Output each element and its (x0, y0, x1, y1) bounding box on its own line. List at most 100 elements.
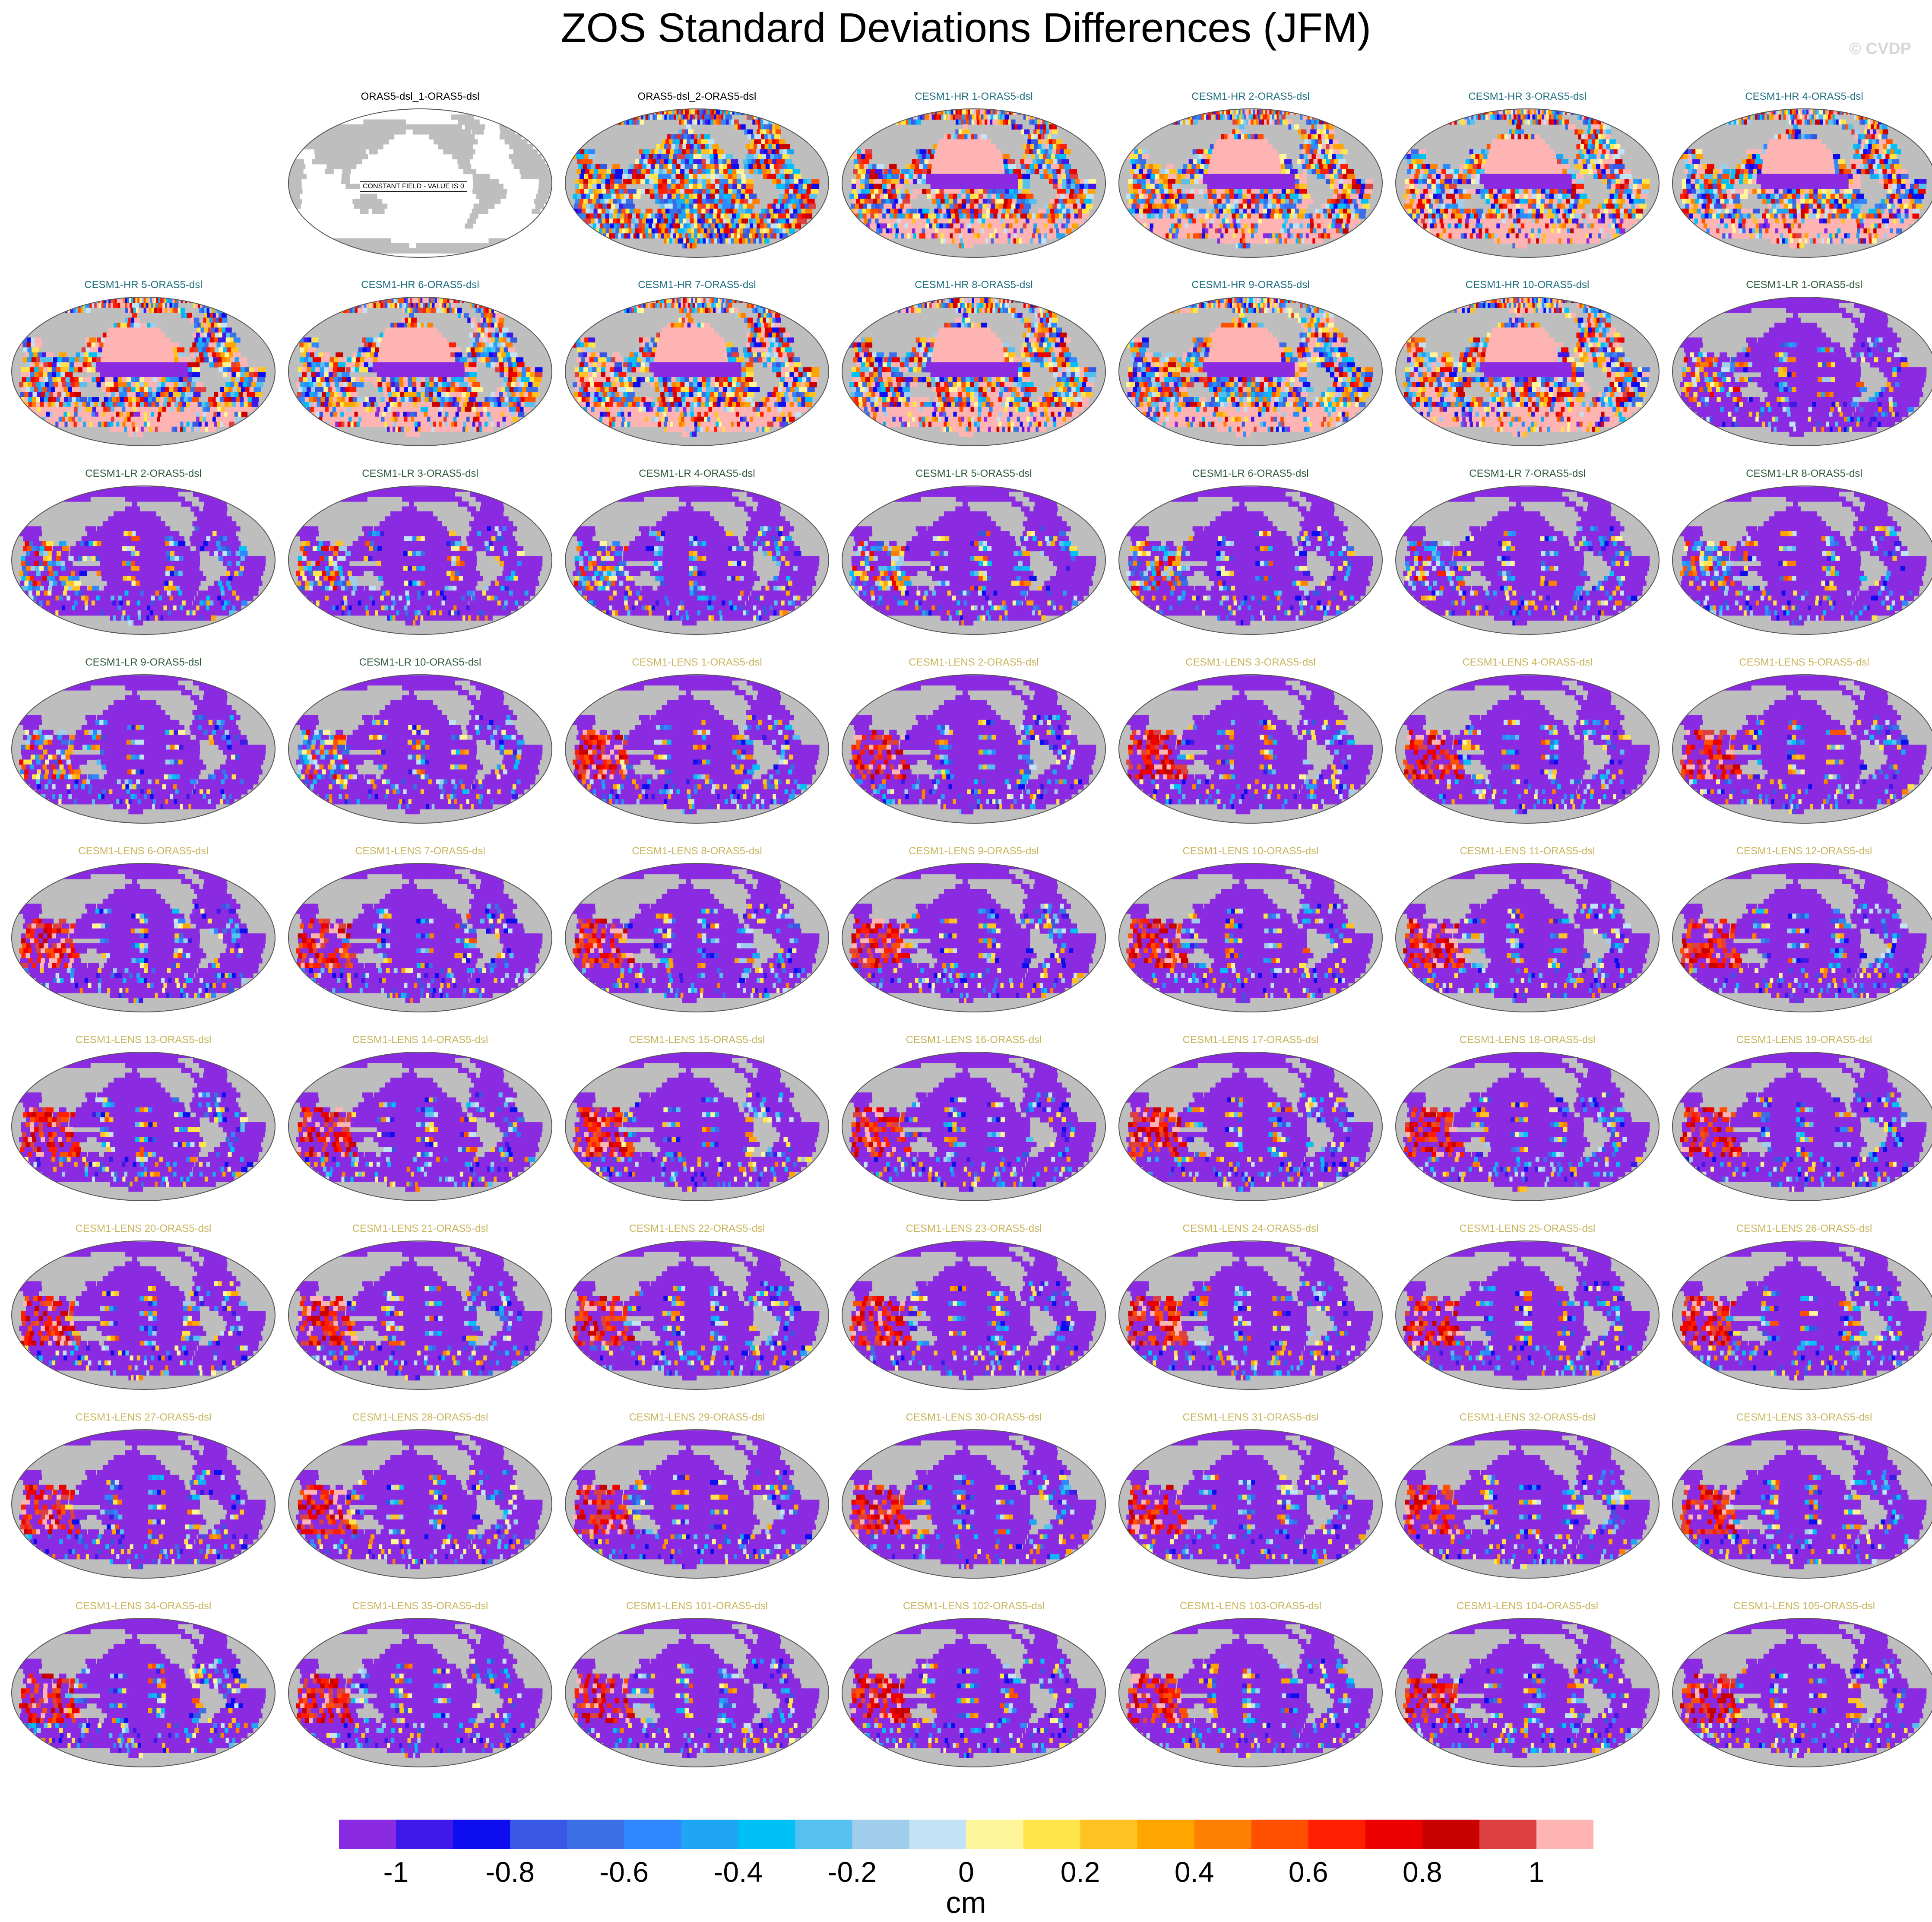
world-map (10, 671, 277, 827)
map-panel: CESM1-LR 5-ORAS5-dsl (840, 468, 1108, 649)
map-panel: CESM1-HR 2-ORAS5-dsl (1117, 91, 1384, 272)
map-panel: CESM1-LR 1-ORAS5-dsl (1670, 279, 1932, 460)
world-map (10, 1615, 277, 1770)
colorbar-swatch (1251, 1820, 1309, 1849)
panel-title: CESM1-LR 10-ORAS5-dsl (286, 657, 554, 669)
colorbar-swatch (1422, 1820, 1480, 1849)
constant-field-note: CONSTANT FIELD - VALUE IS 0 (360, 181, 467, 192)
panel-title: CESM1-HR 2-ORAS5-dsl (1117, 91, 1384, 103)
world-map (563, 1049, 831, 1204)
panel-title: CESM1-LENS 26-ORAS5-dsl (1670, 1223, 1932, 1235)
panel-title: CESM1-LR 7-ORAS5-dsl (1394, 468, 1661, 480)
panel-title: CESM1-LENS 18-ORAS5-dsl (1394, 1034, 1661, 1046)
world-map (840, 671, 1108, 827)
map-panel: CESM1-HR 9-ORAS5-dsl (1117, 279, 1384, 460)
colorbar-swatch (1080, 1820, 1138, 1849)
panel-title: CESM1-LENS 102-ORAS5-dsl (840, 1600, 1108, 1612)
world-map (563, 482, 831, 638)
world-map (1394, 105, 1661, 261)
world-map (286, 860, 554, 1015)
map-panel: CESM1-HR 1-ORAS5-dsl (840, 91, 1108, 272)
colorbar-tick-label: -0.8 (485, 1855, 535, 1888)
map-panel: CESM1-LENS 23-ORAS5-dsl (840, 1223, 1108, 1404)
world-map (840, 860, 1108, 1015)
map-panel: CESM1-LENS 104-ORAS5-dsl (1394, 1600, 1661, 1782)
world-map (286, 1237, 554, 1393)
world-map (10, 1237, 277, 1393)
world-map (563, 294, 831, 449)
colorbar-swatch (909, 1820, 966, 1849)
world-map (10, 482, 277, 638)
colorbar-swatch (795, 1820, 852, 1849)
map-panel: CESM1-LENS 5-ORAS5-dsl (1670, 657, 1932, 838)
world-map (840, 105, 1108, 261)
colorbar-swatch (453, 1820, 510, 1849)
colorbar-units: cm (946, 1885, 986, 1920)
panel-title: CESM1-LENS 7-ORAS5-dsl (286, 845, 554, 857)
map-panel: CESM1-LENS 103-ORAS5-dsl (1117, 1600, 1384, 1782)
panel-title: CESM1-LENS 19-ORAS5-dsl (1670, 1034, 1932, 1046)
panel-title: CESM1-HR 6-ORAS5-dsl (286, 279, 554, 291)
world-map (1394, 294, 1661, 449)
panel-title: CESM1-LENS 22-ORAS5-dsl (563, 1223, 831, 1235)
panel-title: CESM1-LENS 8-ORAS5-dsl (563, 845, 831, 857)
panel-title: CESM1-HR 3-ORAS5-dsl (1394, 91, 1661, 103)
map-panel: CESM1-LENS 31-ORAS5-dsl (1117, 1411, 1384, 1593)
map-panel: CESM1-HR 7-ORAS5-dsl (563, 279, 831, 460)
map-panel: CESM1-LENS 13-ORAS5-dsl (10, 1034, 277, 1215)
colorbar-tick-label: -1 (383, 1855, 409, 1888)
colorbar-swatch (339, 1820, 396, 1849)
panel-title: CESM1-LR 9-ORAS5-dsl (10, 657, 277, 669)
map-panel: CESM1-HR 5-ORAS5-dsl (10, 279, 277, 460)
colorbar-swatch (1308, 1820, 1366, 1849)
colorbar-tick-label: -0.2 (828, 1855, 877, 1888)
map-panel: CESM1-LR 7-ORAS5-dsl (1394, 468, 1661, 649)
colorbar-swatch (1536, 1820, 1593, 1849)
panel-title: CESM1-LR 1-ORAS5-dsl (1670, 279, 1932, 291)
map-panel: CESM1-LR 2-ORAS5-dsl (10, 468, 277, 649)
world-map (840, 1237, 1108, 1393)
panel-title: ORAS5-dsl_2-ORAS5-dsl (563, 91, 831, 103)
panel-title: CESM1-LENS 34-ORAS5-dsl (10, 1600, 277, 1612)
world-map (1117, 1426, 1384, 1582)
world-map (1394, 860, 1661, 1015)
map-panel: CESM1-LENS 27-ORAS5-dsl (10, 1411, 277, 1593)
colorbar-swatch (966, 1820, 1024, 1849)
panel-title: CESM1-LENS 25-ORAS5-dsl (1394, 1223, 1661, 1235)
panel-title: CESM1-HR 7-ORAS5-dsl (563, 279, 831, 291)
panel-title: CESM1-LENS 11-ORAS5-dsl (1394, 845, 1661, 857)
world-map (1117, 482, 1384, 638)
map-panel: CESM1-HR 4-ORAS5-dsl (1670, 91, 1932, 272)
map-panel: CESM1-LR 3-ORAS5-dsl (286, 468, 554, 649)
world-map (1670, 1426, 1932, 1582)
panel-title: CESM1-HR 4-ORAS5-dsl (1670, 91, 1932, 103)
colorbar-swatch (1194, 1820, 1252, 1849)
map-panel: CESM1-LENS 3-ORAS5-dsl (1117, 657, 1384, 838)
world-map (563, 671, 831, 827)
panel-title: CESM1-HR 5-ORAS5-dsl (10, 279, 277, 291)
panel-title: CESM1-LR 5-ORAS5-dsl (840, 468, 1108, 480)
panel-title: CESM1-LENS 23-ORAS5-dsl (840, 1223, 1108, 1235)
map-panel: CESM1-LENS 7-ORAS5-dsl (286, 845, 554, 1027)
map-panel: CESM1-LENS 29-ORAS5-dsl (563, 1411, 831, 1593)
world-map (1670, 482, 1932, 638)
map-panel: CESM1-LENS 10-ORAS5-dsl (1117, 845, 1384, 1027)
map-panel: CESM1-LENS 20-ORAS5-dsl (10, 1223, 277, 1404)
world-map (1670, 105, 1932, 261)
colorbar-swatch (510, 1820, 567, 1849)
map-panel: CESM1-HR 3-ORAS5-dsl (1394, 91, 1661, 272)
map-panel: CESM1-HR 8-ORAS5-dsl (840, 279, 1108, 460)
map-panel: CESM1-LENS 32-ORAS5-dsl (1394, 1411, 1661, 1593)
panel-title: CESM1-LR 3-ORAS5-dsl (286, 468, 554, 480)
world-map (840, 1049, 1108, 1204)
panel-title: CESM1-LENS 17-ORAS5-dsl (1117, 1034, 1384, 1046)
world-map (1117, 1049, 1384, 1204)
colorbar-swatch (1479, 1820, 1537, 1849)
map-panel: CESM1-LENS 30-ORAS5-dsl (840, 1411, 1108, 1593)
panel-title: CESM1-LENS 101-ORAS5-dsl (563, 1600, 831, 1612)
map-panel: CESM1-LENS 12-ORAS5-dsl (1670, 845, 1932, 1027)
world-map (10, 1426, 277, 1582)
world-map (840, 1426, 1108, 1582)
map-panel: CESM1-LENS 21-ORAS5-dsl (286, 1223, 554, 1404)
world-map (563, 1615, 831, 1770)
